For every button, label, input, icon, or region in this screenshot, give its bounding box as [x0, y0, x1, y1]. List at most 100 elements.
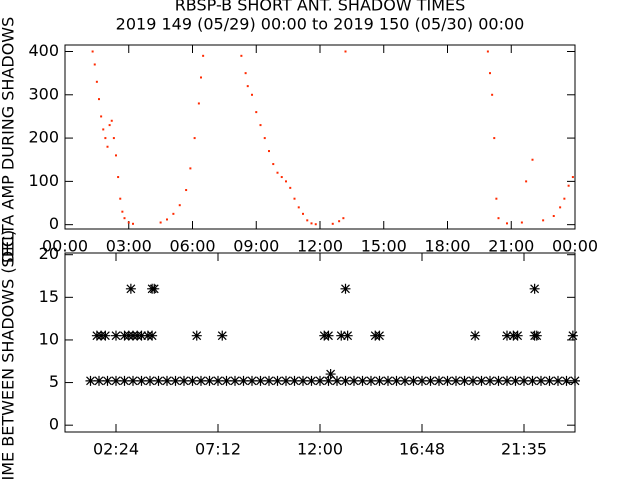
data-point — [493, 375, 504, 386]
data-point — [147, 330, 158, 341]
data-point — [531, 330, 542, 341]
x-tick-label: 16:48 — [399, 440, 445, 459]
data-point — [470, 330, 481, 341]
data-point — [159, 221, 162, 224]
data-point — [332, 375, 342, 386]
data-point — [374, 375, 385, 386]
data-point — [93, 63, 96, 66]
x-tick-label: 12:00 — [297, 237, 343, 256]
data-point — [247, 375, 257, 386]
data-point — [302, 212, 304, 215]
plot-frame — [64, 252, 576, 433]
data-point — [272, 375, 283, 386]
data-point — [111, 330, 121, 341]
data-point — [95, 80, 98, 83]
y-axis-label: DELTA AMP DURING SHADOWS — [0, 17, 18, 264]
data-point — [289, 375, 300, 386]
x-tick-label: 06:00 — [169, 237, 215, 256]
y-tick-label: 15 — [39, 287, 59, 306]
y-tick-label: 200 — [28, 128, 59, 147]
data-point — [298, 375, 308, 386]
y-tick-label: 300 — [28, 84, 59, 103]
data-point — [112, 137, 115, 140]
data-point — [529, 283, 540, 294]
data-point — [567, 184, 570, 187]
data-point — [552, 215, 555, 218]
data-point — [100, 330, 111, 341]
data-point — [525, 180, 528, 183]
data-point — [542, 219, 545, 222]
data-point — [127, 221, 130, 224]
data-point — [280, 176, 283, 179]
data-point — [510, 375, 521, 386]
data-point — [544, 375, 555, 386]
data-point — [425, 375, 436, 386]
data-point — [553, 375, 563, 386]
data-point — [434, 375, 444, 386]
data-point — [506, 222, 508, 225]
data-point — [344, 50, 347, 53]
data-point — [244, 72, 247, 75]
data-point — [221, 375, 232, 386]
data-point — [297, 206, 300, 209]
data-point — [94, 375, 104, 386]
data-point — [172, 212, 175, 215]
data-point — [561, 375, 572, 386]
data-point — [502, 375, 512, 386]
data-point — [531, 158, 534, 161]
x-tick-label: 02:24 — [93, 440, 139, 459]
data-point — [289, 186, 292, 189]
data-point — [110, 119, 113, 122]
data-point — [476, 375, 487, 386]
data-point — [119, 197, 122, 200]
data-point — [259, 124, 262, 127]
data-point — [170, 375, 181, 386]
data-point — [268, 150, 270, 153]
data-point — [100, 115, 103, 118]
data-point — [342, 217, 345, 220]
data-point — [98, 98, 100, 101]
data-point — [125, 283, 136, 294]
data-point — [145, 375, 155, 386]
data-point — [128, 375, 138, 386]
data-point — [202, 54, 205, 57]
data-point — [527, 375, 538, 386]
data-point — [104, 137, 107, 140]
data-point — [536, 375, 546, 386]
data-point — [451, 375, 461, 386]
x-tick-label: 21:00 — [488, 237, 534, 256]
data-point — [136, 330, 147, 341]
chart-subtitle: 2019 149 (05/29) 00:00 to 2019 150 (05/3… — [116, 15, 525, 34]
x-tick-label: 07:12 — [195, 440, 241, 459]
data-point — [213, 375, 223, 386]
data-point — [563, 197, 566, 200]
data-point — [366, 375, 376, 386]
data-point — [255, 111, 258, 114]
x-tick-label: 15:00 — [361, 237, 407, 256]
data-point — [193, 137, 196, 140]
data-point — [108, 124, 111, 127]
data-point — [400, 375, 410, 386]
x-tick-label: 12:00 — [297, 440, 343, 459]
data-point — [468, 375, 478, 386]
data-point — [519, 375, 529, 386]
y-tick-label: 400 — [28, 41, 59, 60]
data-point — [559, 206, 562, 209]
data-point — [162, 375, 172, 386]
data-point — [502, 330, 512, 341]
data-point — [349, 375, 359, 386]
x-tick-label: 00:00 — [552, 237, 598, 256]
data-point — [166, 218, 168, 221]
data-point — [197, 102, 200, 105]
data-point — [246, 85, 249, 88]
data-point — [238, 375, 249, 386]
data-point — [217, 330, 228, 341]
data-point — [336, 330, 347, 341]
data-point — [102, 375, 113, 386]
data-point — [106, 145, 109, 148]
y-tick-label: 0 — [49, 214, 59, 233]
data-point — [187, 375, 198, 386]
data-point — [285, 180, 287, 183]
data-point — [264, 375, 274, 386]
data-point — [486, 50, 489, 53]
